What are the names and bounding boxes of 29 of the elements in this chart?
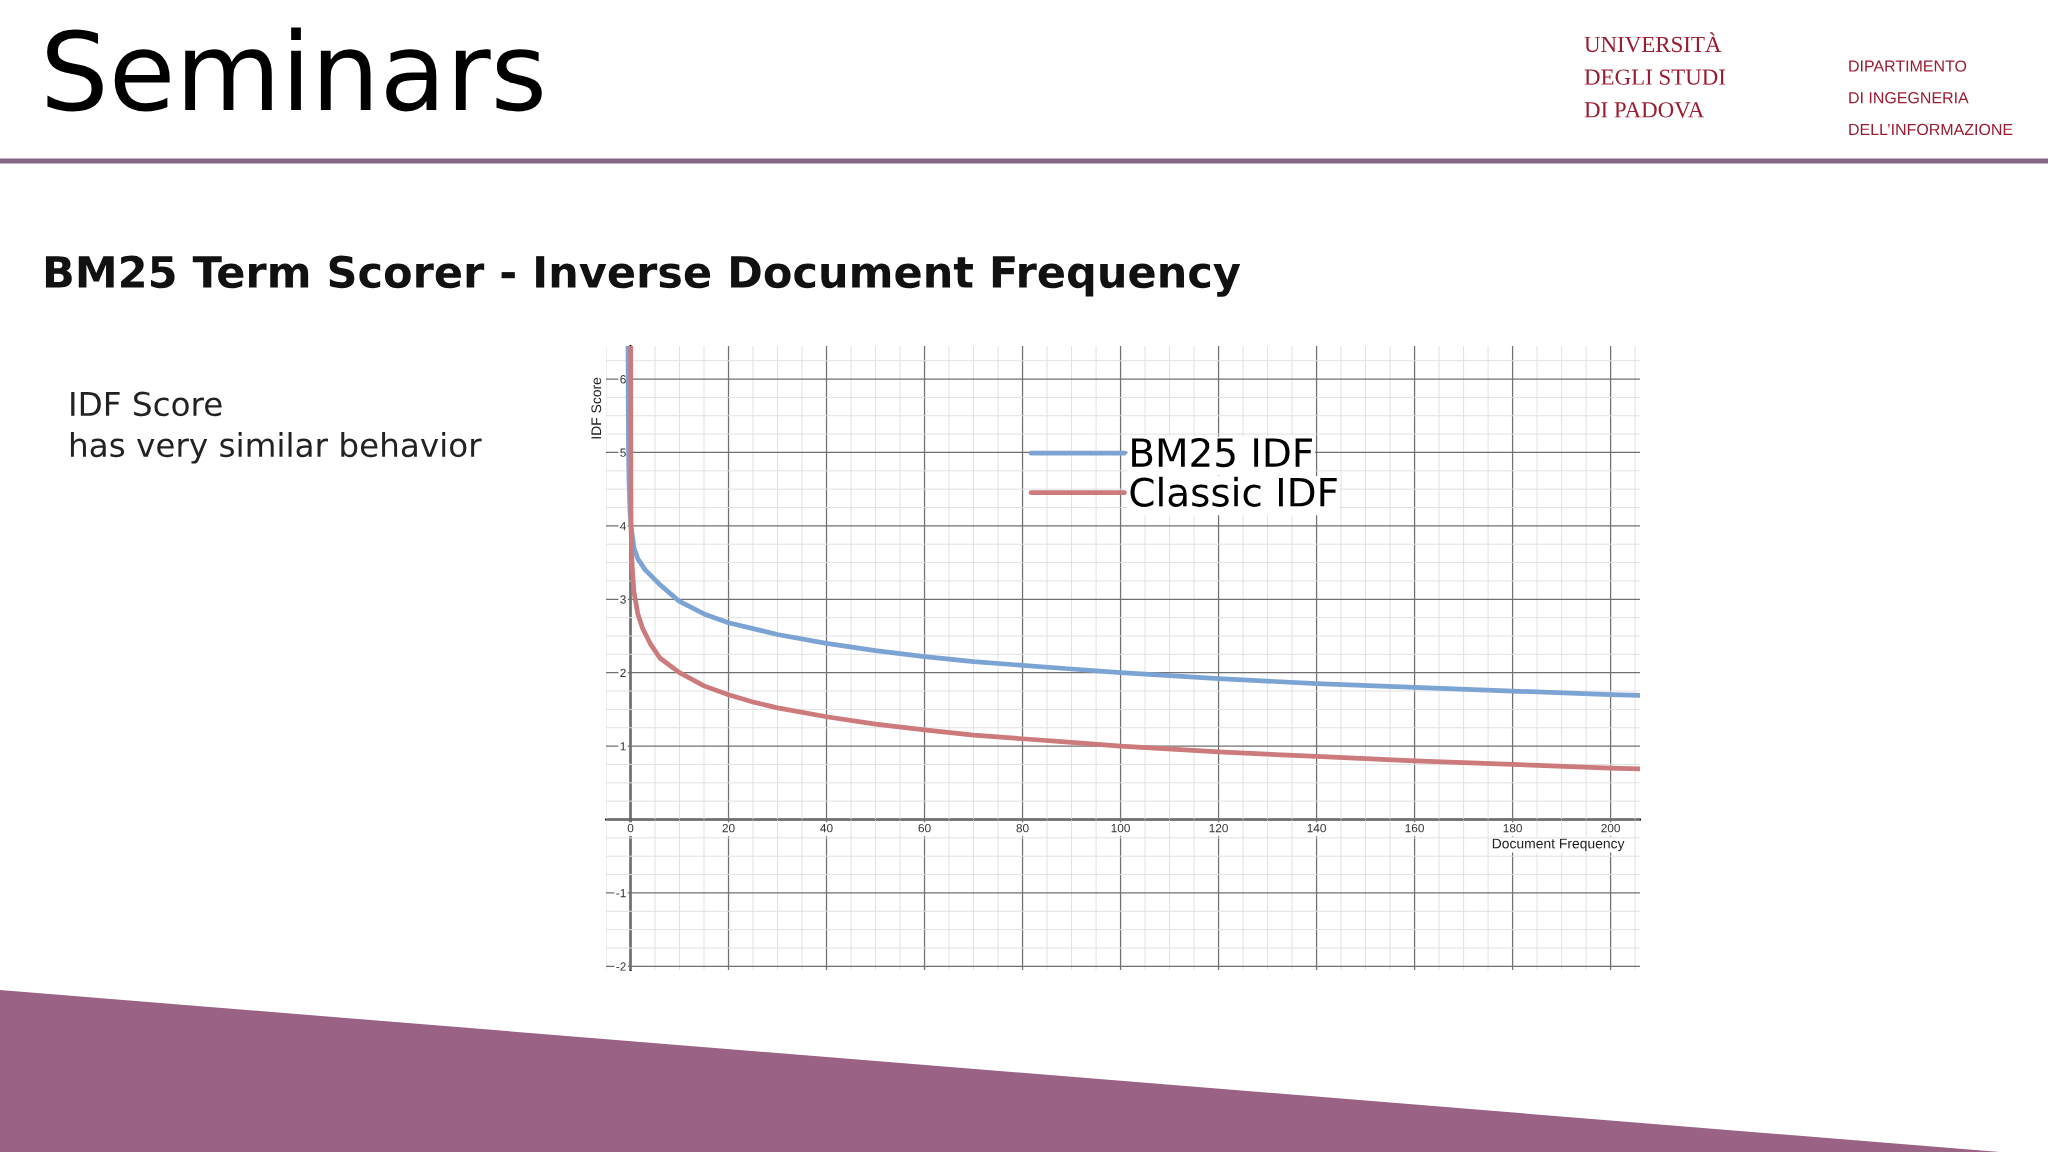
chart-title: BM25 Term Scorer - Inverse Document Frequency xyxy=(45,255,1241,297)
y-tick-label: 1 xyxy=(620,742,626,751)
y-tick-label: -2 xyxy=(616,962,626,971)
x-tick-label: 100 xyxy=(1111,823,1130,833)
text: IDF Score has very similar behavior xyxy=(70,391,482,464)
x-tick-label: 60 xyxy=(918,823,931,833)
y-tick-label: 3 xyxy=(620,595,626,604)
x-tick-label: 180 xyxy=(1503,823,1522,833)
y-tick-label: 5 xyxy=(620,448,626,457)
y-tick-label: -1 xyxy=(616,889,626,898)
y-axis-title: IDF Score xyxy=(591,377,602,439)
x-tick-label: 20 xyxy=(722,823,735,833)
y-tick-label: 6 xyxy=(620,375,626,384)
legend-label: Classic IDF xyxy=(1130,476,1337,507)
text: Seminars xyxy=(47,27,542,112)
x-tick-label: 120 xyxy=(1209,823,1228,833)
x-tick-label: 200 xyxy=(1601,823,1620,833)
text: UNIVERSITÀ DEGLI STUDI DI PADOVA xyxy=(1584,32,1726,118)
x-tick-label: 140 xyxy=(1307,823,1326,833)
text: DIPARTIMENTO DI INGEGNERIA DELL’INFORMAZIONE xyxy=(1849,60,2013,136)
line-series xyxy=(628,346,1640,772)
x-tick-label: 40 xyxy=(820,823,833,833)
x-tick-label: 0 xyxy=(627,823,634,833)
x-tick-label: 80 xyxy=(1016,823,1029,833)
x-tick-label: 160 xyxy=(1405,823,1424,833)
legend-label: BM25 IDF xyxy=(1132,437,1312,468)
y-tick-label: 4 xyxy=(620,522,626,531)
y-tick-label: 2 xyxy=(620,668,626,677)
x-axis-title: Document Frequency xyxy=(1492,838,1625,852)
